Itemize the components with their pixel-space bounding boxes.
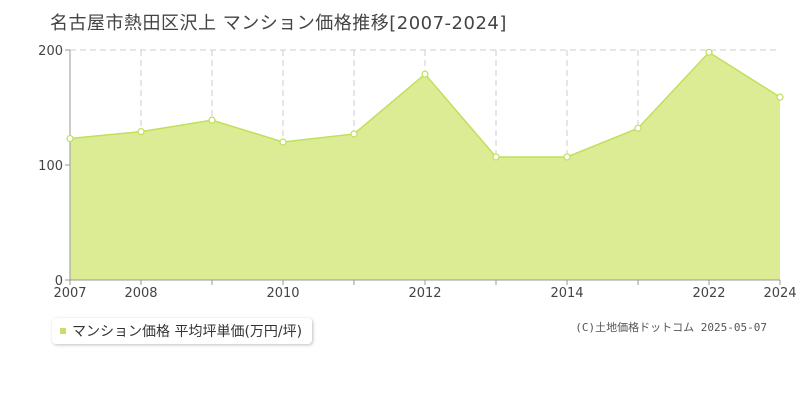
copyright: (C)土地価格ドットコム 2025-05-07 (575, 321, 767, 334)
x-tick-label: 2022 (692, 286, 725, 301)
x-tick-label: 2007 (53, 286, 86, 301)
data-point (350, 130, 358, 138)
data-point (279, 138, 287, 146)
data-point (776, 93, 784, 101)
data-point (492, 153, 500, 161)
price-chart: 0 100 200 2007 2008 2010 2012 2014 2022 2024 (38, 44, 796, 301)
y-tick-label: 200 (38, 44, 63, 59)
data-point (421, 70, 429, 78)
data-point (705, 48, 713, 56)
point-layer (66, 48, 784, 161)
x-tick-label: 2008 (124, 286, 157, 301)
legend-swatch (60, 328, 66, 334)
x-tick-label: 2014 (550, 286, 583, 301)
legend: マンション価格 平均坪単価(万円/坪) (52, 318, 313, 344)
legend-label: マンション価格 平均坪単価(万円/坪) (72, 324, 303, 340)
chart-title: 名古屋市熱田区沢上 マンション価格推移[2007-2024] (50, 13, 507, 34)
data-point (66, 134, 74, 143)
data-point (137, 128, 145, 136)
x-tick-label: 2010 (266, 286, 299, 301)
y-tick-label: 100 (38, 159, 63, 174)
data-point (208, 116, 216, 124)
data-point (634, 124, 642, 132)
x-tick-label: 2024 (763, 286, 796, 301)
x-tick-label: 2012 (408, 286, 441, 301)
axis-layer (65, 49, 781, 285)
price-area (70, 52, 780, 280)
data-point (563, 153, 571, 161)
y-tick-label: 0 (55, 274, 63, 289)
label-layer: 0 100 200 2007 2008 2010 2012 2014 2022 2024 (38, 44, 796, 301)
